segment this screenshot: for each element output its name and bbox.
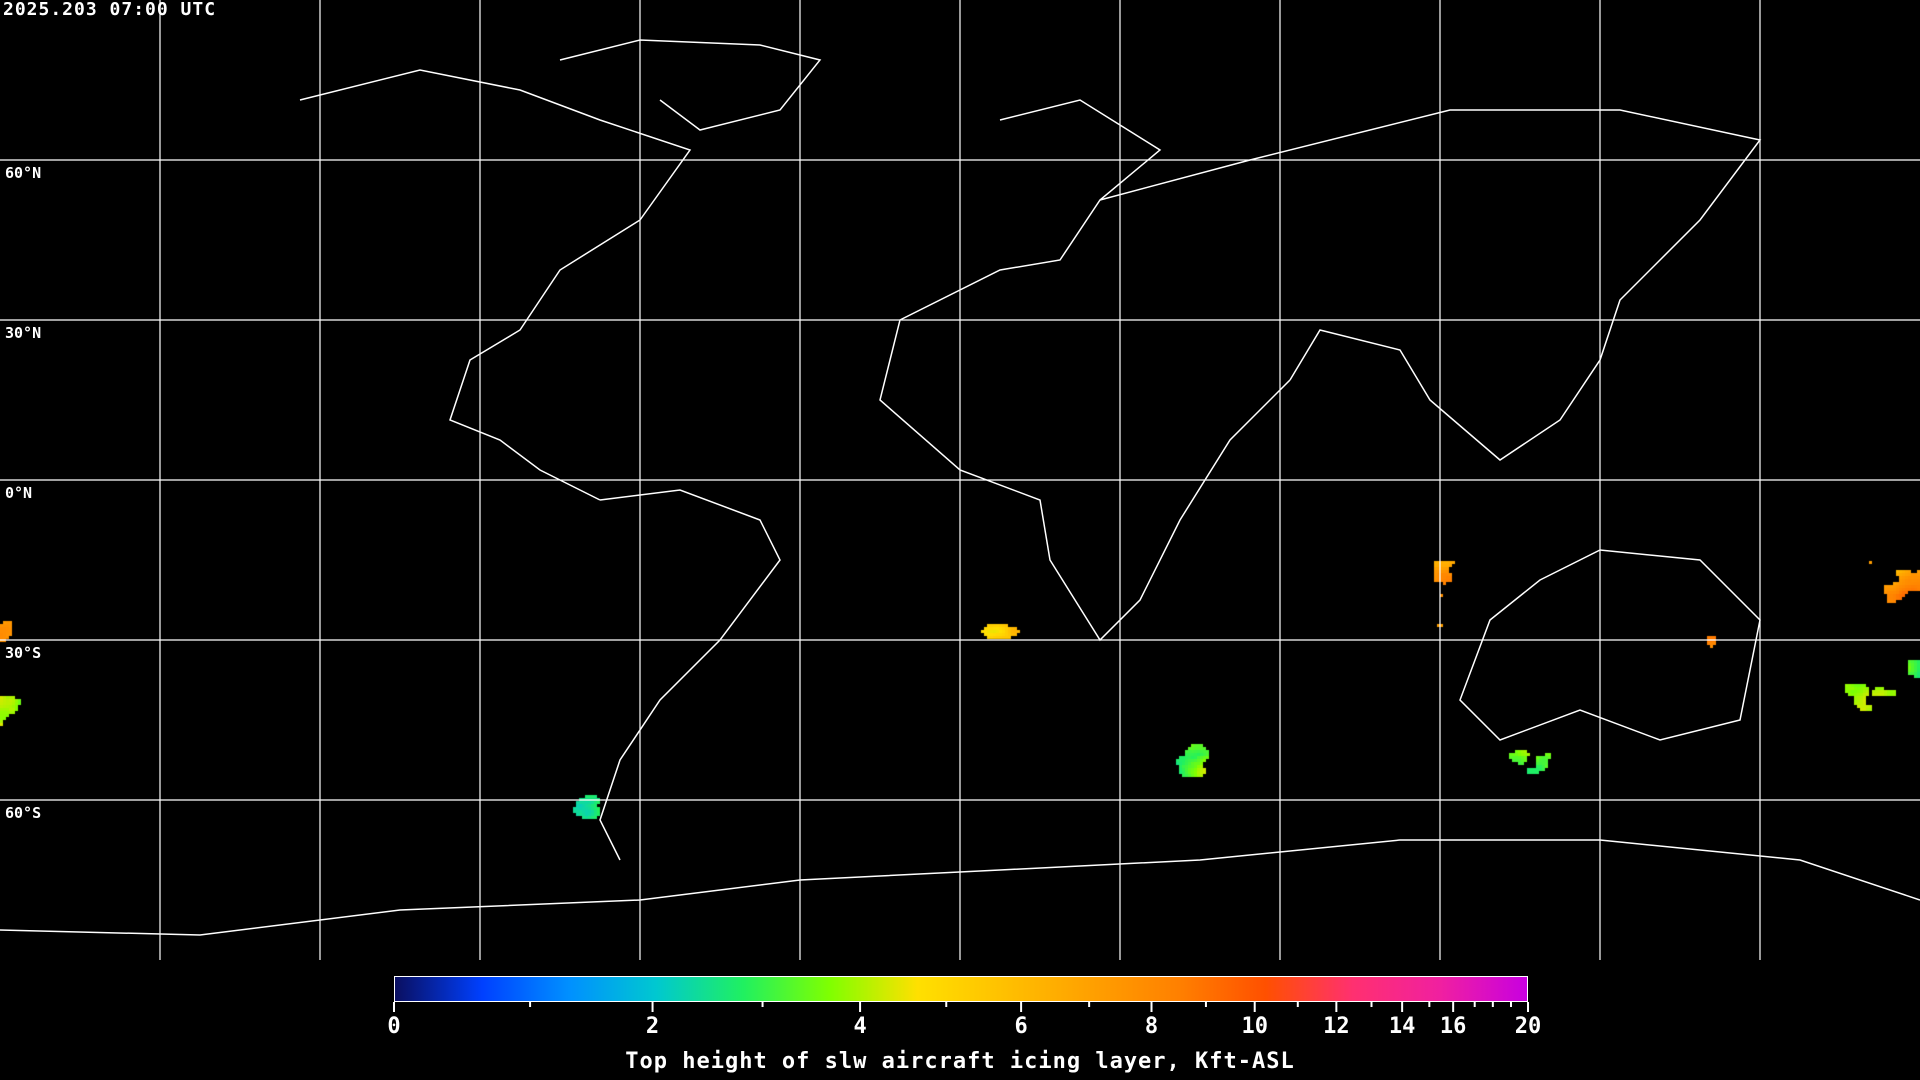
tick-label: 20	[1514, 1014, 1542, 1039]
graticule-overlay	[0, 0, 1920, 960]
coastline	[559, 39, 822, 131]
tick-label: 8	[1144, 1014, 1159, 1039]
coastline	[599, 489, 781, 861]
valid-time: 2025.203 07:00 UTC	[3, 0, 217, 20]
tick-label: 10	[1241, 1014, 1268, 1039]
lat-label-60s: 60°S	[5, 804, 42, 822]
tick-label: 16	[1439, 1014, 1467, 1039]
tick-label: 2	[645, 1014, 660, 1039]
colorbar-ticks	[393, 1002, 1529, 1012]
lat-label-30n: 30°N	[5, 324, 42, 342]
tick-label: 12	[1323, 1014, 1350, 1039]
tick-label: 0	[387, 1014, 401, 1039]
lat-label-30s: 30°S	[5, 644, 42, 662]
colorbar-title: Top height of slw aircraft icing layer, …	[625, 1049, 1295, 1074]
coastline	[1459, 549, 1761, 741]
colorbar	[394, 976, 1528, 1002]
lat-label-60n: 60°N	[5, 164, 42, 182]
tick-label: 6	[1014, 1014, 1028, 1039]
coastline	[879, 99, 1291, 642]
lat-label-0n: 0°N	[5, 484, 33, 502]
coastline	[0, 839, 1920, 936]
icing-map: 2025.203 07:00 UTC 60°N 30°N 0°N 30°S 60…	[0, 0, 1920, 960]
coastline	[299, 69, 692, 501]
tick-label: 14	[1388, 1014, 1416, 1039]
tick-label: 4	[853, 1014, 867, 1039]
coastline	[1099, 109, 1762, 461]
